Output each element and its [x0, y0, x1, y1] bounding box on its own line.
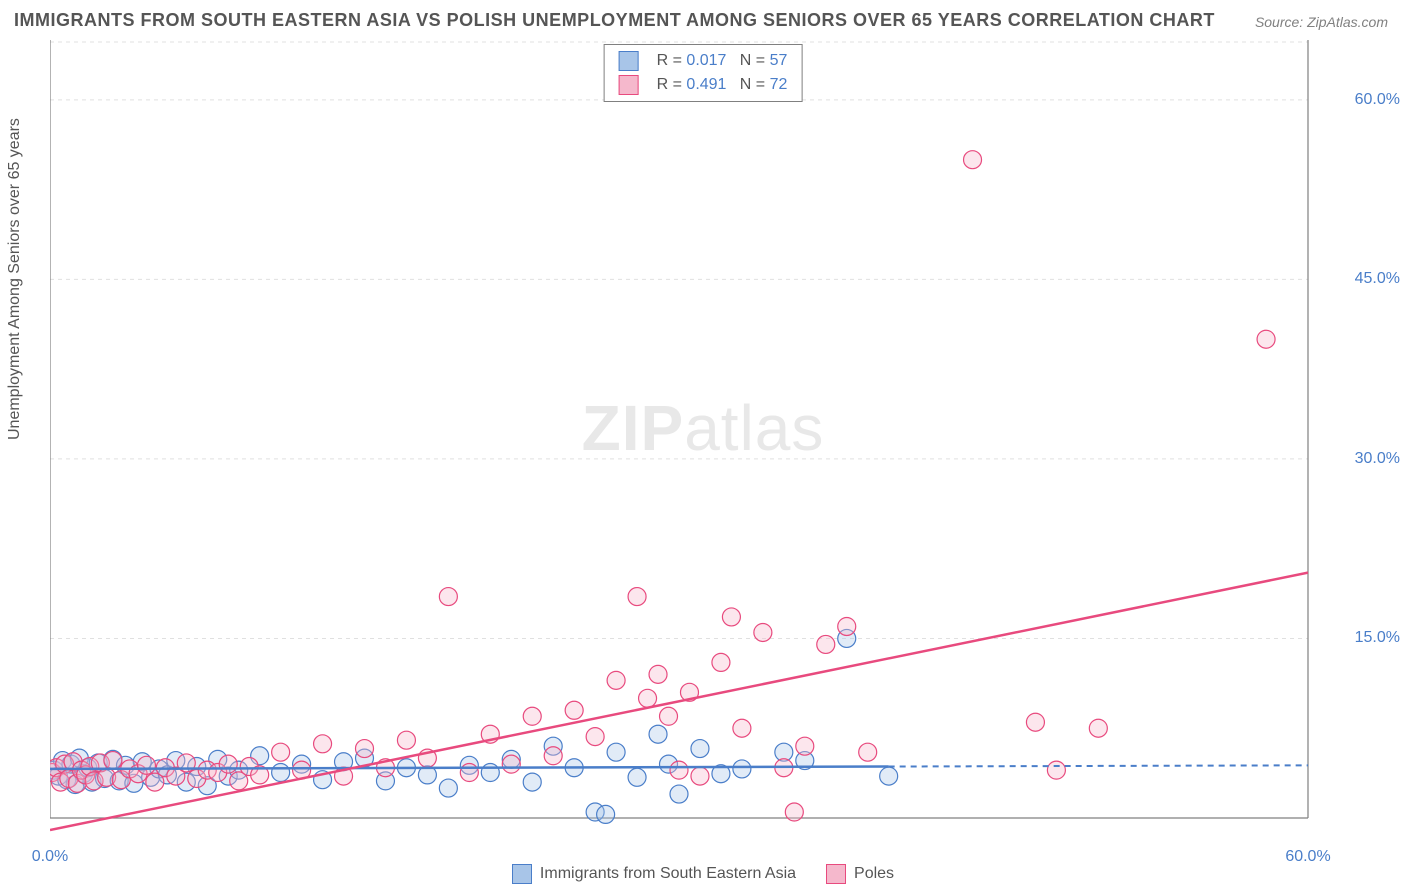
- stats-row: R = 0.491 N = 72: [619, 73, 788, 97]
- legend-item-poles: Poles: [826, 864, 894, 884]
- y-tick-label: 30.0%: [1355, 450, 1400, 468]
- stats-swatch: [619, 75, 639, 95]
- x-axis-legend: Immigrants from South Eastern Asia Poles: [0, 864, 1406, 884]
- y-tick-label: 15.0%: [1355, 629, 1400, 647]
- stats-text: R = 0.017 N = 57: [657, 49, 788, 73]
- stats-row: R = 0.017 N = 57: [619, 49, 788, 73]
- legend-label-sea: Immigrants from South Eastern Asia: [540, 865, 796, 883]
- y-tick-label: 60.0%: [1355, 91, 1400, 109]
- y-tick-label: 45.0%: [1355, 270, 1400, 288]
- y-axis-label: Unemployment Among Seniors over 65 years: [6, 118, 24, 440]
- stats-text: R = 0.491 N = 72: [657, 73, 788, 97]
- correlation-stats-box: R = 0.017 N = 57R = 0.491 N = 72: [604, 44, 803, 102]
- legend-item-sea: Immigrants from South Eastern Asia: [512, 864, 796, 884]
- legend-swatch-poles: [826, 864, 846, 884]
- legend-swatch-sea: [512, 864, 532, 884]
- plot-area: 15.0%30.0%45.0%60.0%0.0%60.0%: [50, 40, 1340, 840]
- source-attribution: Source: ZipAtlas.com: [1255, 14, 1388, 30]
- chart-title: IMMIGRANTS FROM SOUTH EASTERN ASIA VS PO…: [14, 10, 1215, 31]
- legend-label-poles: Poles: [854, 865, 894, 883]
- scatter-chart: [50, 40, 1340, 840]
- stats-swatch: [619, 51, 639, 71]
